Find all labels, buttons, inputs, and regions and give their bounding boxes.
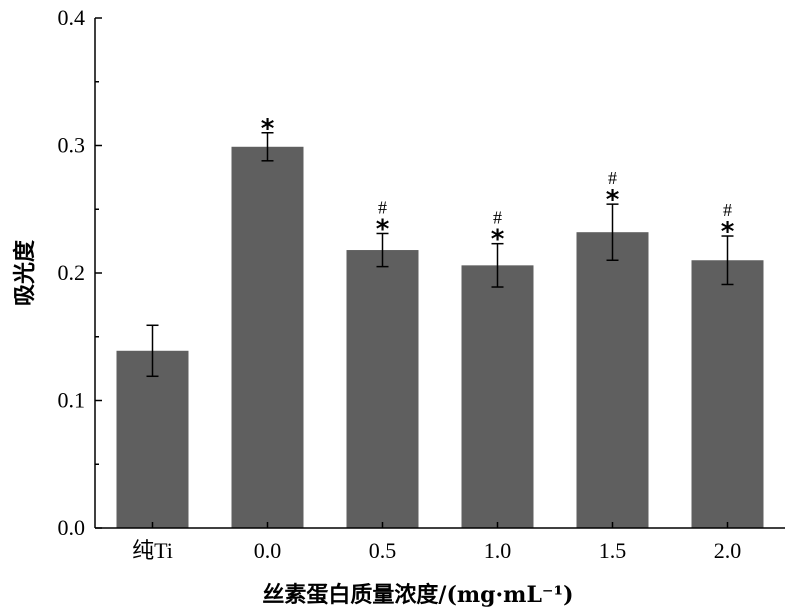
x-axis-title: 丝素蛋白质量浓度/(mg·mL⁻¹) (262, 582, 573, 608)
y-axis: 0.0 0.1 0.2 0.3 0.4 (58, 5, 102, 540)
y-tick-label: 0.4 (58, 5, 86, 30)
bar (116, 350, 189, 528)
bar (461, 265, 534, 528)
significance-star: * (606, 185, 620, 215)
significance-hash: # (378, 197, 387, 217)
bar (576, 232, 649, 528)
x-tick-label: 2.0 (714, 538, 742, 563)
x-axis: 纯Ti 0.0 0.5 1.0 1.5 2.0 (95, 522, 785, 563)
significance-star: * (721, 217, 735, 247)
significance-star: * (491, 225, 505, 255)
significance-hash: # (493, 208, 502, 228)
significance-star: * (376, 214, 390, 244)
x-tick-label: 0.0 (254, 538, 282, 563)
y-tick-label: 0.2 (58, 260, 86, 285)
bar (231, 146, 304, 528)
x-tick-label: 1.5 (599, 538, 627, 563)
x-tick-label: 纯Ti (132, 538, 173, 563)
y-axis-title: 吸光度 (12, 239, 38, 306)
bar (346, 250, 419, 529)
significance-star: * (261, 114, 275, 144)
bar (691, 260, 764, 528)
x-tick-label: 0.5 (369, 538, 397, 563)
significance-hash: # (608, 168, 617, 188)
y-tick-label: 0.1 (58, 388, 86, 413)
y-tick-label: 0.3 (58, 133, 86, 158)
x-tick-label: 1.0 (484, 538, 512, 563)
significance-hash: # (723, 200, 732, 220)
y-tick-label: 0.0 (58, 515, 86, 540)
bars: **#*#*#*# (116, 114, 764, 529)
